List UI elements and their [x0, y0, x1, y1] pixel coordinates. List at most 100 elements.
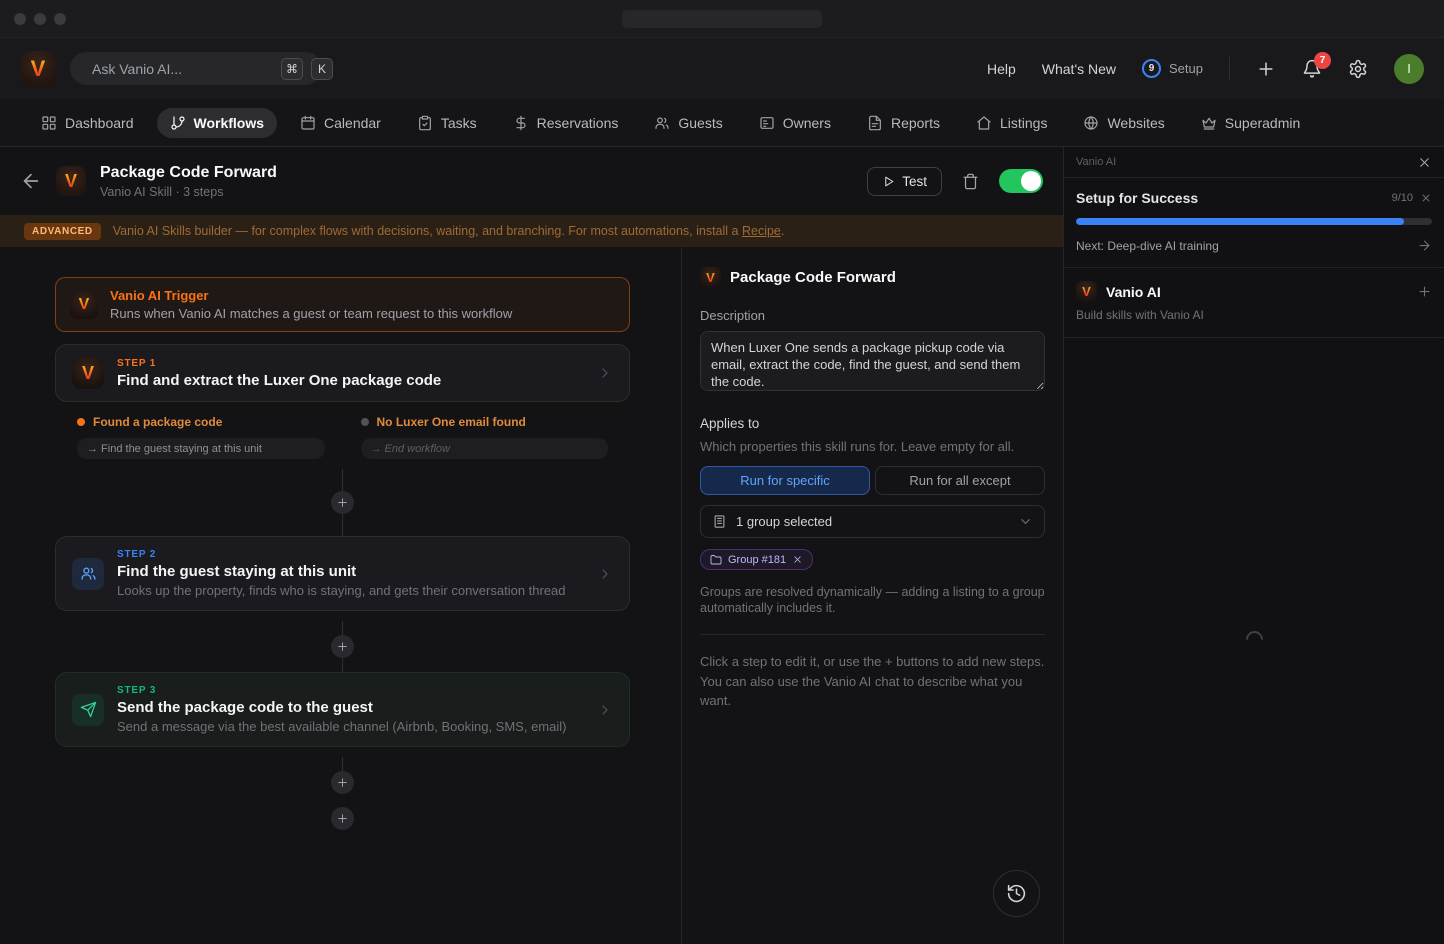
vanio-card-title: Vanio AI — [1106, 283, 1161, 300]
sidebar-title: Vanio AI — [1076, 156, 1117, 168]
branch-dot-icon — [77, 418, 85, 426]
history-icon — [1007, 884, 1026, 903]
close-window-icon[interactable] — [14, 12, 26, 25]
connector-line — [342, 757, 343, 771]
test-button[interactable]: Test — [867, 166, 942, 196]
step-3-card[interactable]: STEP 3 Send the package code to the gues… — [55, 672, 630, 747]
add-step-button-1[interactable] — [331, 491, 354, 514]
search-input[interactable] — [92, 60, 273, 77]
dismiss-setup-icon[interactable] — [1420, 192, 1432, 204]
nav-item-listings[interactable]: Listings — [963, 108, 1060, 138]
group-chip[interactable]: Group #181 — [700, 549, 814, 570]
window-titlebar — [0, 0, 1444, 38]
skill-detail-panel: V Package Code Forward Description When … — [682, 247, 1063, 944]
workflow-logo: V — [56, 166, 86, 196]
group-select-value: 1 group selected — [736, 514, 833, 529]
vanio-logo-letter: V — [30, 55, 46, 81]
maximize-window-icon[interactable] — [54, 12, 66, 25]
add-step-button-3[interactable] — [331, 771, 354, 794]
advanced-banner-text: Vanio AI Skills builder — for complex fl… — [113, 224, 785, 238]
branch-no-email-label-row: No Luxer One email found — [360, 415, 631, 429]
step-1-title: Find and extract the Luxer One package c… — [117, 371, 442, 389]
nav-item-reports[interactable]: Reports — [854, 108, 953, 138]
k-keycap: K — [311, 57, 333, 80]
connector-line — [342, 514, 343, 536]
workflow-enabled-toggle[interactable] — [999, 169, 1043, 193]
nav-item-owners[interactable]: Owners — [746, 108, 844, 138]
vanio-logo[interactable]: V — [20, 50, 56, 87]
step-2-label: STEP 2 — [117, 549, 157, 560]
run-for-all-except-button[interactable]: Run for all except — [875, 466, 1045, 495]
branch-no-email: No Luxer One email found → End workflow — [360, 415, 631, 459]
nav-item-workflows[interactable]: Workflows — [156, 107, 278, 138]
add-button[interactable] — [1256, 59, 1276, 79]
step-2-card[interactable]: STEP 2 Find the guest staying at this un… — [55, 536, 630, 611]
sidebar-logo-letter: V — [1082, 284, 1091, 299]
group-select-dropdown[interactable]: 1 group selected — [700, 505, 1045, 538]
trigger-card[interactable]: V Vanio AI Trigger Runs when Vanio AI ma… — [55, 277, 630, 332]
add-step-button-4[interactable] — [331, 807, 354, 830]
nav-item-reservations[interactable]: Reservations — [500, 108, 632, 138]
traffic-lights[interactable] — [14, 12, 66, 25]
step-1-chevron — [597, 365, 613, 381]
history-button[interactable] — [993, 870, 1040, 917]
url-bar[interactable] — [622, 10, 822, 28]
nav-label: Listings — [999, 114, 1048, 131]
vanio-card-subtitle: Build skills with Vanio AI — [1076, 308, 1204, 322]
trigger-description: Runs when Vanio AI matches a guest or te… — [110, 306, 513, 321]
remove-group-icon[interactable] — [792, 554, 803, 565]
new-chat-button[interactable] — [1417, 284, 1432, 299]
nav-item-websites[interactable]: Websites — [1070, 108, 1177, 138]
delete-workflow-button[interactable] — [962, 173, 979, 190]
user-avatar[interactable]: I — [1394, 53, 1424, 84]
divider — [700, 634, 1045, 636]
advanced-banner: ADVANCED Vanio AI Skills builder — for c… — [0, 215, 1063, 247]
gear-icon — [1349, 59, 1367, 78]
footer-hint-line2: You can also use the Vanio AI chat to de… — [700, 673, 1023, 709]
next-setup-step[interactable]: Next: Deep-dive AI training — [1076, 238, 1432, 253]
step-2-users-icon — [72, 557, 104, 590]
branch-found-action[interactable]: → Find the guest staying at this unit — [77, 438, 325, 459]
step-2-title: Find the guest staying at this unit — [117, 563, 357, 580]
plus-icon — [338, 814, 347, 823]
setup-progress-count: 9/10 — [1391, 192, 1413, 204]
close-icon — [1420, 157, 1429, 167]
banner-text-before: Vanio AI Skills builder — for complex fl… — [112, 224, 742, 238]
add-step-button-2[interactable] — [331, 635, 354, 658]
step-1-logo-letter: V — [81, 363, 94, 383]
nav-item-guests[interactable]: Guests — [641, 108, 735, 138]
footer-hint: Click a step to edit it, or use the + bu… — [700, 652, 1045, 711]
vanio-trigger-icon: V — [70, 290, 98, 319]
connector-line — [342, 658, 343, 672]
users-icon — [655, 116, 669, 129]
search-bar[interactable]: ⌘ K — [70, 52, 333, 85]
branch-found-label-row: Found a package code — [77, 415, 347, 429]
description-textarea[interactable]: When Luxer One sends a package pickup co… — [700, 331, 1045, 391]
folder-icon — [710, 554, 722, 564]
notifications-button[interactable]: 7 — [1302, 51, 1331, 79]
sidebar-close-button[interactable] — [1417, 155, 1432, 170]
clipboard-check-icon — [418, 115, 431, 130]
dashboard-grid-icon — [42, 115, 56, 130]
sidebar-vanio-icon: V — [1076, 281, 1097, 302]
settings-button[interactable] — [1348, 59, 1368, 79]
nav-label: Reservations — [536, 114, 619, 131]
nav-item-superadmin[interactable]: Superadmin — [1188, 108, 1314, 138]
back-button[interactable] — [20, 170, 42, 192]
setup-progress-button[interactable]: 9 Setup — [1142, 59, 1203, 78]
nav-item-dashboard[interactable]: Dashboard — [28, 108, 147, 138]
nav-item-calendar[interactable]: Calendar — [287, 108, 394, 138]
branch-no-email-action[interactable]: → End workflow — [360, 438, 609, 459]
minimize-window-icon[interactable] — [34, 12, 46, 25]
whats-new-link[interactable]: What's New — [1041, 60, 1117, 77]
plus-icon — [1419, 286, 1430, 297]
nav-label: Superadmin — [1224, 114, 1301, 131]
run-for-specific-button[interactable]: Run for specific — [700, 466, 870, 495]
help-link[interactable]: Help — [986, 60, 1016, 77]
step-3-chevron — [597, 702, 613, 718]
recipe-link[interactable]: Recipe — [741, 224, 781, 238]
step-1-card[interactable]: V STEP 1 Find and extract the Luxer One … — [55, 344, 630, 402]
vanio-ai-card[interactable]: V Vanio AI Build skills with Vanio AI — [1064, 268, 1444, 338]
nav-label: Workflows — [193, 114, 265, 131]
nav-item-tasks[interactable]: Tasks — [404, 108, 490, 138]
